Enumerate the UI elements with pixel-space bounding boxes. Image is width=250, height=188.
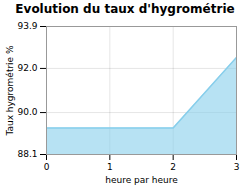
svg-text:92.0: 92.0 (17, 63, 37, 73)
svg-text:3: 3 (234, 162, 240, 172)
html-text:Evolution du taux d'hygrométri: Evolution du taux d'hygrométrie (15, 2, 235, 16)
svg-text:heure par heure: heure par heure (105, 175, 178, 185)
svg-text:0: 0 (44, 162, 50, 172)
svg-text:1: 1 (107, 162, 113, 172)
svg-text:88.1: 88.1 (17, 149, 37, 159)
svg-text:90.0: 90.0 (17, 107, 37, 117)
svg-text:93.9: 93.9 (17, 21, 37, 31)
svg-text:2: 2 (170, 162, 176, 172)
svg-text:Taux hygrométrie %: Taux hygrométrie % (5, 45, 15, 137)
